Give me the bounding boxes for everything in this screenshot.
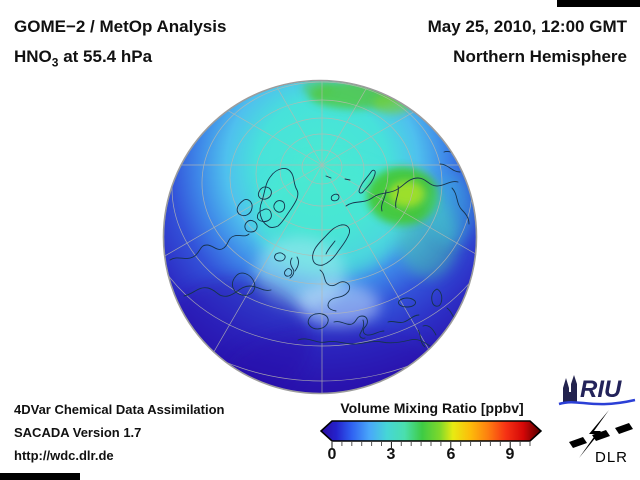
colorbar-ticks (331, 442, 531, 448)
colorbar-tick-label-9: 9 (505, 446, 515, 463)
dlr-symbol-icon (569, 410, 633, 458)
colorbar-tick-label-3: 3 (386, 446, 396, 463)
dlr-logo: DLR (569, 410, 633, 466)
footer-version: SACADA Version 1.7 (14, 425, 142, 440)
coastlines (169, 151, 470, 348)
colorbar-tick-label-0: 0 (327, 446, 337, 463)
hemisphere-map (162, 79, 478, 395)
plot-title: GOME−2 / MetOp Analysis (14, 17, 227, 36)
plot-subtitle: HNO3 at 55.4 hPa (14, 42, 226, 77)
colorbar (320, 420, 542, 448)
cathedral-icon (563, 375, 577, 402)
species-name: HNO (14, 47, 52, 66)
header-right: May 25, 2010, 12:00 GMT Northern Hemisph… (428, 12, 627, 72)
datetime-label: May 25, 2010, 12:00 GMT (427, 17, 627, 36)
footer-assimilation: 4DVar Chemical Data Assimilation (14, 402, 225, 417)
riu-wave-icon (558, 398, 636, 406)
species-subscript: 3 (51, 55, 59, 70)
bottom-left-black-bar (0, 473, 80, 480)
colorbar-tick-label-6: 6 (446, 446, 456, 463)
dlr-logo-text: DLR (595, 449, 628, 466)
colorbar-bar (320, 420, 542, 442)
riu-logo: RIU (558, 375, 636, 406)
header-left: GOME−2 / MetOp Analysis HNO3 at 55.4 hPa (14, 12, 226, 77)
footer-url: http://wdc.dlr.de (14, 448, 114, 463)
globe-rim (162, 79, 478, 395)
top-right-black-bar (557, 0, 640, 7)
hemisphere-label: Northern Hemisphere (453, 47, 627, 66)
graticule (164, 81, 476, 393)
colorbar-title: Volume Mixing Ratio [ppbv] (340, 400, 524, 416)
riu-logo-text: RIU (580, 376, 622, 403)
pressure-level: at 55.4 hPa (58, 47, 153, 66)
